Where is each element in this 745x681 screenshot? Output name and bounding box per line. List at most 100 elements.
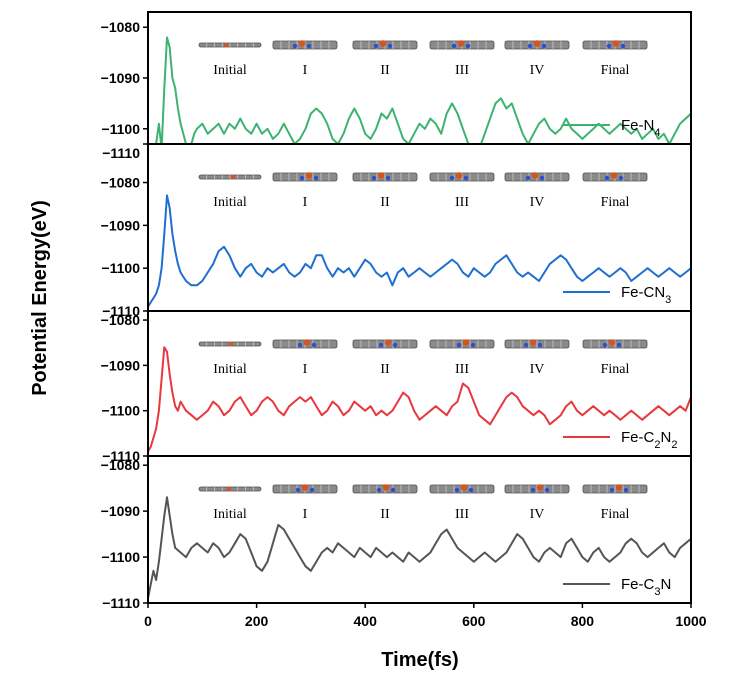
legend-label-part: 2 — [654, 439, 660, 451]
n-atom-dot — [295, 487, 301, 493]
fe-atom-dot — [460, 484, 468, 491]
structure-snapshot-icon — [272, 484, 338, 494]
n-atom-dot — [541, 43, 547, 49]
stage-label: Initial — [213, 362, 247, 377]
y-tick-label: −1110 — [102, 448, 140, 464]
legend-label: Fe-CN3 — [621, 284, 671, 306]
panel-frame — [147, 310, 692, 457]
legend-label: Fe-N4 — [621, 117, 660, 139]
fe-atom-dot — [610, 172, 618, 179]
legend-label-part: 4 — [654, 127, 660, 139]
legend-label-part: Fe-C — [621, 576, 655, 593]
n-atom-dot — [311, 342, 317, 348]
structure-snapshot-icon — [198, 341, 262, 347]
fe-atom-dot — [379, 40, 387, 47]
n-atom-dot — [525, 175, 531, 181]
n-atom-dot — [544, 487, 550, 493]
structure-snapshot-icon — [582, 484, 648, 494]
fe-atom-dot — [384, 339, 392, 346]
legend-label: Fe-C2N2 — [621, 429, 677, 451]
structure-snapshot-icon — [504, 339, 570, 349]
structure-snapshot-icon — [272, 40, 338, 50]
series-line-fe-n4 — [155, 36, 690, 143]
n-atom-dot — [456, 342, 462, 348]
n-atom-dot — [306, 43, 312, 49]
n-atom-dot — [373, 43, 379, 49]
stage-label: II — [380, 63, 390, 78]
stage-label: Final — [601, 63, 630, 78]
n-atom-dot — [470, 342, 476, 348]
structure-snapshot-icon — [272, 339, 338, 349]
n-atom-dot — [378, 342, 384, 348]
n-atom-dot — [390, 487, 396, 493]
fe-atom-dot — [301, 484, 309, 491]
n-atom-dot — [523, 342, 529, 348]
structure-snapshot-icon — [582, 339, 648, 349]
y-tick-label: −1100 — [101, 549, 140, 565]
structure-snapshot-icon — [504, 40, 570, 50]
n-atom-dot — [616, 342, 622, 348]
structure-snapshot-icon — [198, 486, 262, 492]
panel-frame — [147, 143, 692, 312]
n-atom-dot — [297, 342, 303, 348]
n-atom-dot — [463, 175, 469, 181]
structure-snapshot-icon — [582, 40, 648, 50]
y-axis-label: Potential Energy(eV) — [29, 200, 51, 396]
stage-label: IV — [530, 507, 545, 522]
fe-atom-dot — [228, 341, 234, 347]
stage-label: III — [455, 195, 469, 210]
y-tick-label: −1090 — [101, 357, 141, 373]
n-atom-dot — [309, 487, 315, 493]
fe-atom-dot — [303, 339, 311, 346]
fe-atom-dot — [531, 172, 539, 179]
x-tick-label: 400 — [354, 613, 378, 629]
n-atom-dot — [537, 342, 543, 348]
y-tick-label: −1110 — [102, 145, 140, 161]
fe-atom-dot — [223, 42, 229, 48]
stage-label: III — [455, 362, 469, 377]
structure-snapshot-icon — [582, 172, 648, 182]
y-tick-label: −1080 — [101, 175, 141, 191]
fe-atom-dot — [226, 486, 232, 492]
y-tick-label: −1100 — [101, 403, 140, 419]
legend-label-part: 3 — [654, 586, 660, 598]
stage-label: II — [380, 195, 390, 210]
structure-snapshot-icon — [429, 40, 495, 50]
stage-label: Initial — [213, 195, 247, 210]
structure-snapshot-icon — [429, 484, 495, 494]
legend-label: Fe-C3N — [621, 576, 671, 598]
structure-snapshot-icon — [352, 484, 418, 494]
y-tick-label: −1110 — [102, 303, 140, 319]
structure-snapshot-icon — [198, 42, 262, 48]
legend-label-part: 3 — [665, 294, 671, 306]
structure-snapshot-icon — [429, 339, 495, 349]
stage-label: Final — [601, 195, 630, 210]
fe-atom-dot — [455, 172, 463, 179]
n-atom-dot — [385, 175, 391, 181]
stage-label: Initial — [213, 63, 247, 78]
stage-label: IV — [530, 195, 545, 210]
n-atom-dot — [623, 487, 629, 493]
n-atom-dot — [602, 342, 608, 348]
stage-label: I — [303, 63, 308, 78]
structure-snapshot-icon — [198, 174, 262, 180]
n-atom-dot — [292, 43, 298, 49]
x-tick-label: 800 — [571, 613, 595, 629]
y-tick-label: −1090 — [101, 70, 141, 86]
fe-atom-dot — [529, 339, 537, 346]
n-atom-dot — [451, 43, 457, 49]
n-atom-dot — [618, 175, 624, 181]
x-tick-label: 1000 — [675, 613, 706, 629]
n-atom-dot — [606, 43, 612, 49]
y-tick-label: −1100 — [101, 121, 140, 137]
legend-label-part: Fe-N — [621, 117, 654, 134]
n-atom-dot — [530, 487, 536, 493]
n-atom-dot — [609, 487, 615, 493]
structure-snapshot-icon — [504, 484, 570, 494]
y-tick-label: −1100 — [101, 260, 140, 276]
series-line-fe-cn3 — [149, 194, 690, 307]
